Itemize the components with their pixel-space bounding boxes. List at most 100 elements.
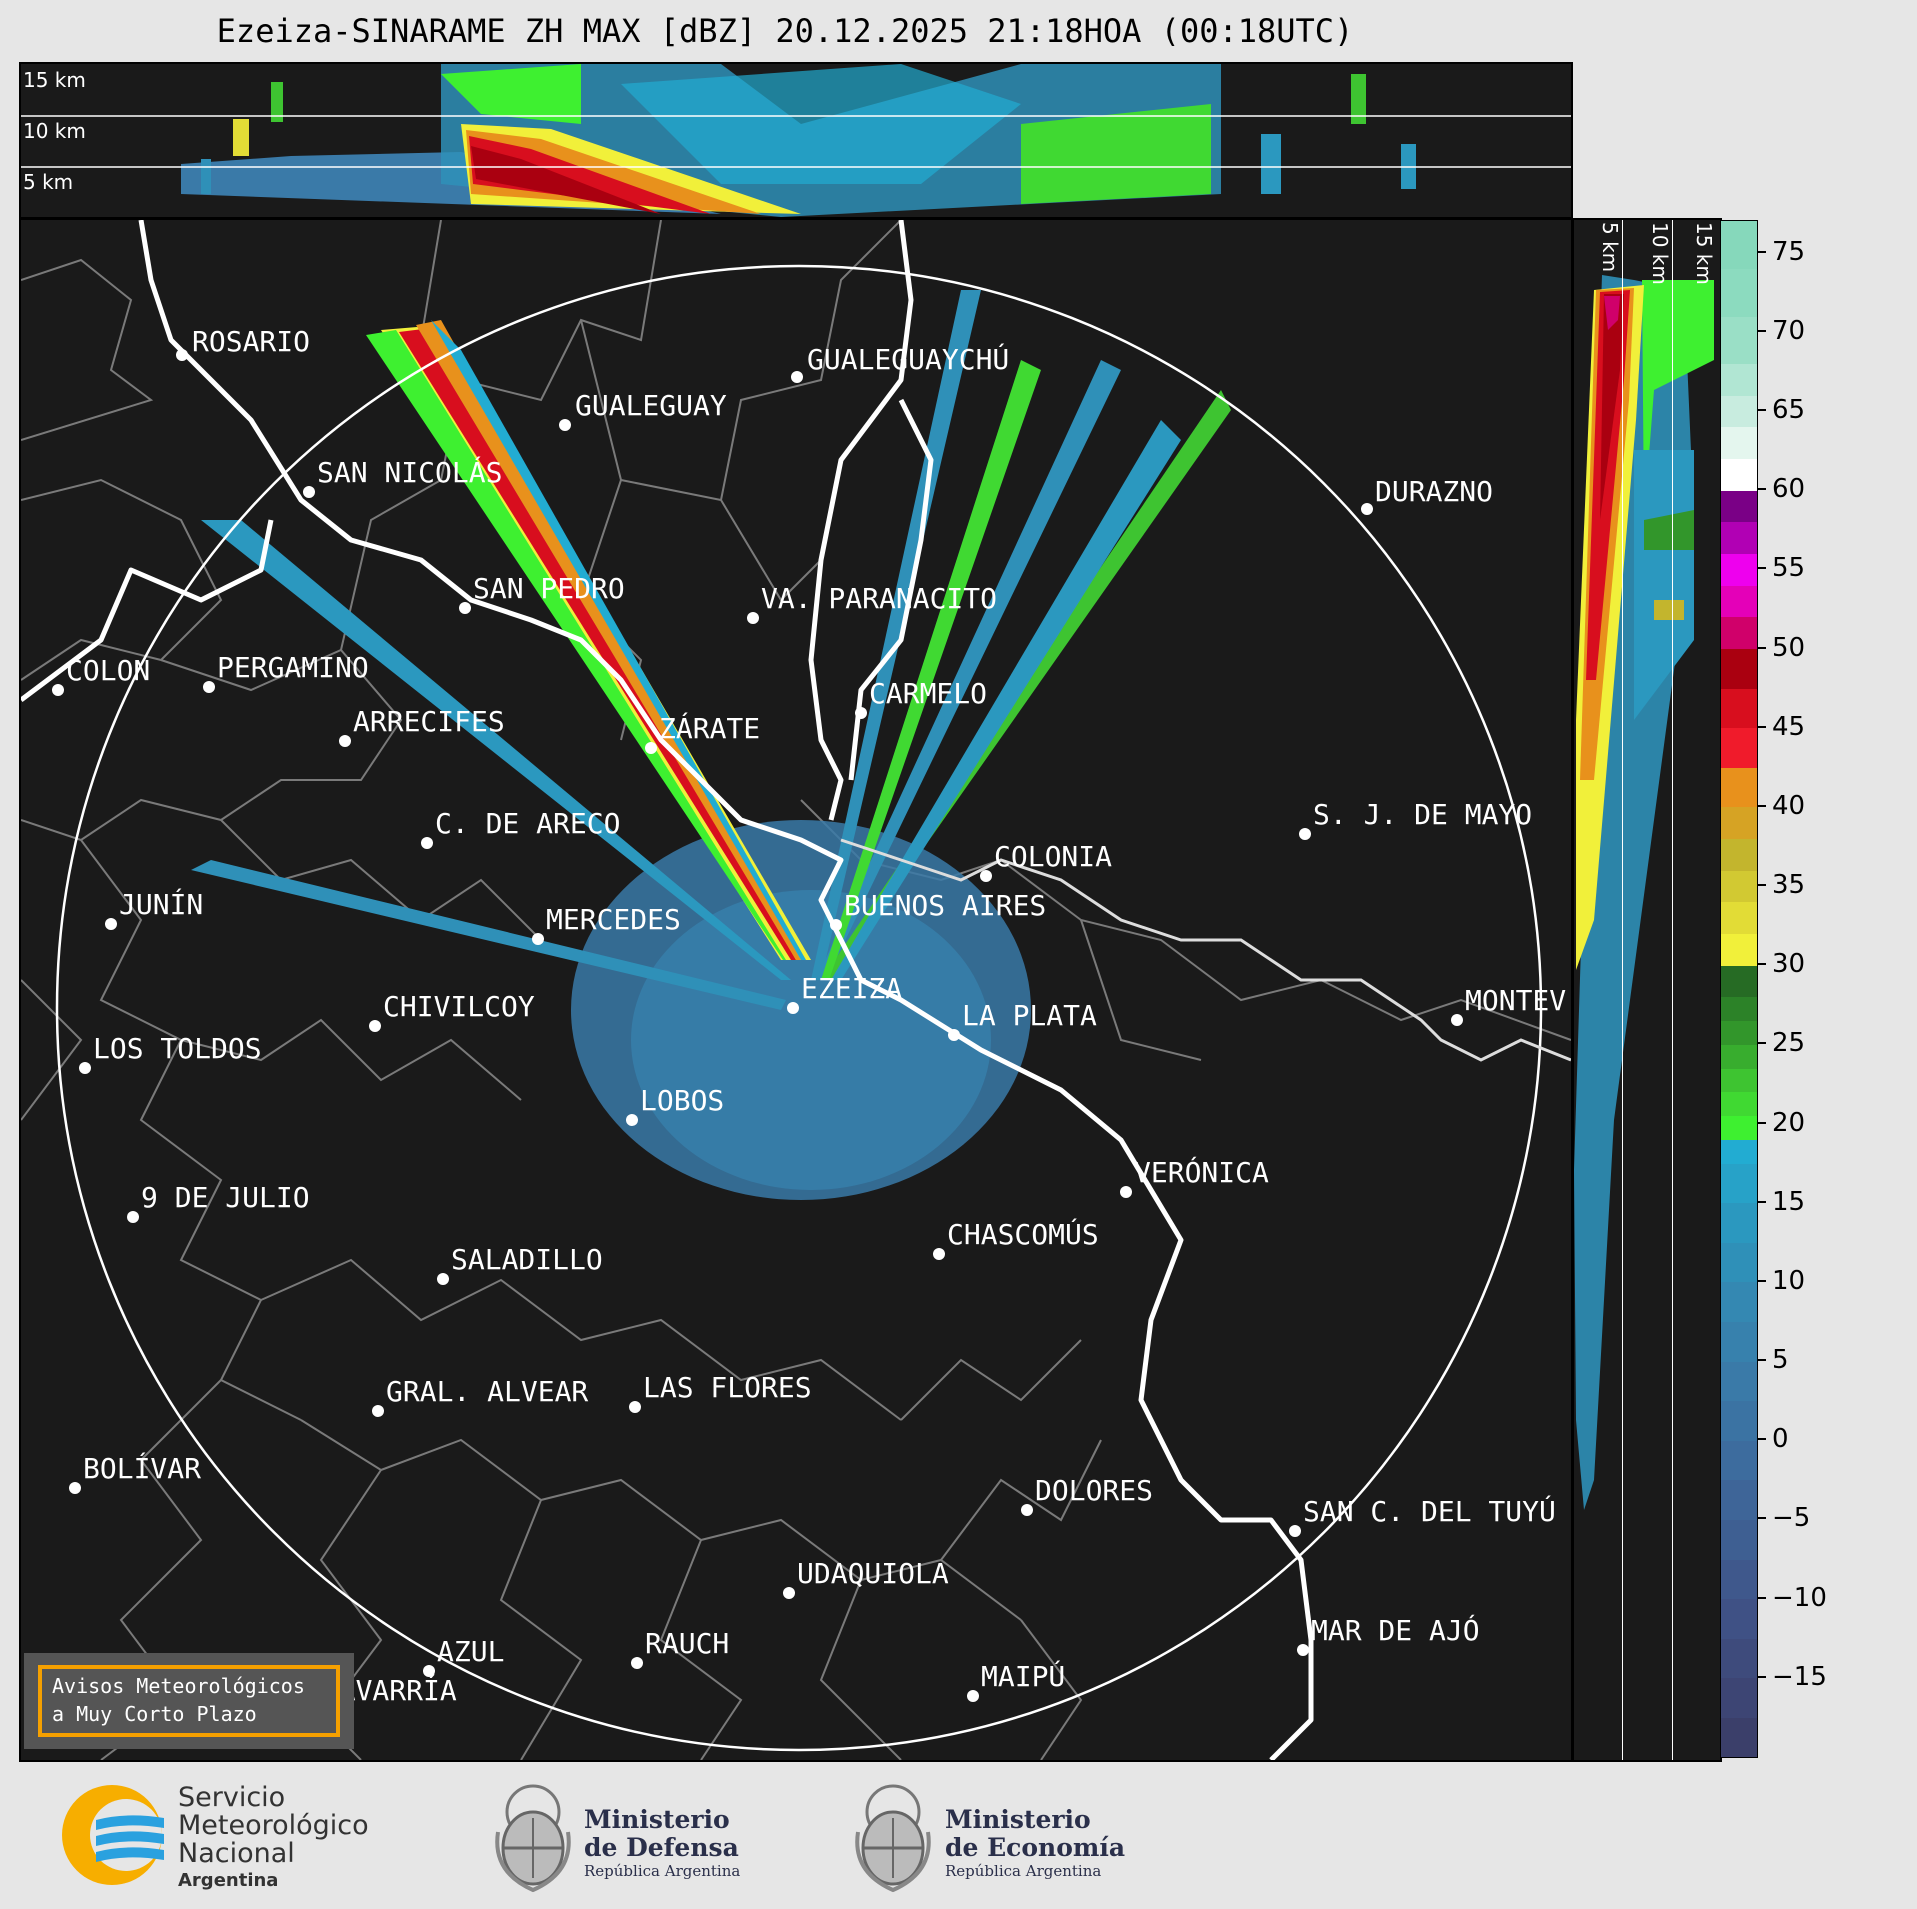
economia-line-1: Ministerio	[945, 1805, 1091, 1834]
colorbar-segment	[1721, 965, 1757, 998]
side-height-label-10km: 10 km	[1648, 222, 1672, 285]
city-dot	[787, 1002, 799, 1014]
colorbar-tick	[1758, 567, 1766, 570]
city-label: BUENOS AIRES	[844, 889, 1047, 922]
city-dot	[1299, 828, 1311, 840]
city-dot	[1021, 1504, 1033, 1516]
colorbar-segment	[1721, 1361, 1757, 1402]
smn-line-2: Meteorológico	[178, 1810, 369, 1841]
colorbar-tick	[1758, 488, 1766, 491]
colorbar-segment	[1721, 1242, 1757, 1283]
city-label: CHASCOMÚS	[947, 1218, 1099, 1251]
city-dot	[791, 371, 803, 383]
city-label: S. J. DE MAYO	[1313, 798, 1533, 831]
city-dot	[629, 1401, 641, 1413]
colorbar-tick-label: 35	[1772, 870, 1806, 901]
colorbar-tick	[1758, 1279, 1766, 1282]
colorbar-segment	[1721, 1139, 1757, 1164]
side-height-line-10km	[1672, 220, 1673, 1760]
height-label-15km: 15 km	[23, 68, 86, 92]
colorbar-tick-label: −15	[1772, 1661, 1827, 1692]
city-label: CHIVILCOY	[383, 990, 535, 1023]
city-label: BOLÍVAR	[83, 1452, 202, 1485]
colorbar-tick-label: 75	[1772, 236, 1806, 267]
colorbar-tick-label: 60	[1772, 474, 1806, 505]
city-dot	[855, 707, 867, 719]
city-dot	[459, 602, 471, 614]
top-cross-section-panel: 15 km 10 km 5 km	[19, 62, 1573, 219]
badge-line-2: a Muy Corto Plazo	[52, 1702, 257, 1726]
city-dot	[303, 486, 315, 498]
side-height-label-5km: 5 km	[1598, 222, 1622, 273]
side-cross-section-echoes	[1574, 275, 1714, 1510]
city-label: UDAQUIOLA	[797, 1557, 949, 1590]
colorbar-segment	[1721, 1559, 1757, 1600]
colorbar-segment	[1721, 1115, 1757, 1140]
city-dot	[747, 612, 759, 624]
colorbar-segment	[1721, 1677, 1757, 1718]
city-dot	[532, 933, 544, 945]
city-dot	[203, 681, 215, 693]
side-height-label-15km: 15 km	[1692, 222, 1716, 285]
smn-line-4: Argentina	[178, 1870, 279, 1891]
city-label: DURAZNO	[1375, 475, 1494, 508]
argentina-coat-of-arms-icon	[495, 1784, 571, 1893]
side-height-line-5km	[1622, 220, 1623, 1760]
colorbar-segment	[1721, 1091, 1757, 1117]
city-dot	[631, 1657, 643, 1669]
colorbar-segment	[1721, 1598, 1757, 1639]
colorbar-tick	[1758, 1596, 1766, 1599]
colorbar-tick	[1758, 1200, 1766, 1203]
economia-line-2: de Economía	[945, 1833, 1126, 1862]
colorbar-segment	[1721, 767, 1757, 808]
city-dot	[830, 919, 842, 931]
city-label: GUALEGUAYCHÚ	[807, 343, 1010, 376]
top-cross-section-echoes	[21, 64, 1571, 217]
economia-logo-text: Ministerio de Economía República Argenti…	[945, 1805, 1126, 1881]
city-dot	[372, 1405, 384, 1417]
city-label: ZÁRATE	[659, 712, 761, 745]
colorbar-tick	[1758, 1517, 1766, 1520]
city-label: MERCEDES	[546, 903, 681, 936]
city-dot	[437, 1273, 449, 1285]
height-label-10km: 10 km	[23, 119, 86, 143]
colorbar-tick-label: 10	[1772, 1265, 1806, 1296]
city-label: LA PLATA	[962, 999, 1097, 1032]
city-dot	[421, 837, 433, 849]
colorbar-tick-label: 20	[1772, 1107, 1806, 1138]
colorbar-tick-label: 50	[1772, 632, 1806, 663]
colorbar-tick-label: 5	[1772, 1345, 1789, 1376]
city-label: DOLORES	[1035, 1474, 1154, 1507]
colorbar-segment	[1721, 616, 1757, 650]
colorbar-tick	[1758, 1675, 1766, 1678]
city-label: JUNÍN	[119, 888, 204, 921]
smn-logo-text: Servicio Meteorológico Nacional Argentin…	[178, 1784, 369, 1892]
city-dot	[423, 1665, 435, 1677]
city-label: EZEIZA	[801, 972, 903, 1005]
side-cross-section-panel: 5 km 10 km 15 km	[1572, 218, 1722, 1762]
colorbar-tick-label: 65	[1772, 395, 1806, 426]
colorbar-segment	[1721, 585, 1757, 618]
city-dot	[1451, 1014, 1463, 1026]
colorbar-tick	[1758, 963, 1766, 966]
colorbar-tick	[1758, 1042, 1766, 1045]
colorbar-tick	[1758, 409, 1766, 412]
colorbar-tick-label: −10	[1772, 1582, 1827, 1613]
colorbar-segment	[1721, 1717, 1757, 1757]
colorbar-segment	[1721, 395, 1757, 428]
city-label: SAN NICOLÁS	[317, 456, 503, 489]
colorbar-segment	[1721, 806, 1757, 840]
radar-map-panel: ROSARIO GUALEGUAYCHÚ GUALEGUAY SAN NICOL…	[19, 218, 1573, 1762]
city-label: ROSARIO	[192, 325, 311, 358]
smn-line-3: Nacional	[178, 1838, 295, 1869]
colorbar-segment	[1721, 996, 1757, 1022]
city-dot	[783, 1587, 795, 1599]
colorbar-segment	[1721, 363, 1757, 396]
city-label: CARMELO	[869, 677, 988, 710]
colorbar-segment	[1721, 1044, 1757, 1069]
city-dot	[626, 1114, 638, 1126]
colorbar-segment	[1721, 1068, 1757, 1093]
colorbar-tick	[1758, 1359, 1766, 1362]
colorbar-tick	[1758, 804, 1766, 807]
colorbar-tick	[1758, 1121, 1766, 1124]
